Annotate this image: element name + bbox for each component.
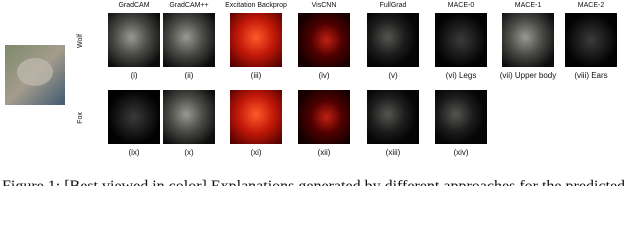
column-header: MACE-2 [578,2,605,9]
explanation-map [565,13,617,67]
figure-caption: Figure 1: [Best viewed in color] Explana… [2,178,625,186]
map-caption: (xiii) [386,148,401,157]
map-caption: (vii) Upper body [500,71,556,80]
explanation-map [435,90,487,144]
column-header: VisCNN [312,2,337,9]
explanation-map [435,13,487,67]
map-caption: (v) [388,71,398,80]
explanation-map [367,90,419,144]
explanation-map [163,90,215,144]
map-caption: (xiv) [453,148,468,157]
map-caption: (ix) [128,148,139,157]
explanation-map [230,13,282,67]
input-image-subject [17,58,53,86]
map-caption: (xii) [318,148,331,157]
map-caption: (i) [130,71,137,80]
explanation-map [298,90,350,144]
explanation-map [163,13,215,67]
column-header: MACE-0 [448,2,475,9]
map-caption: (ii) [185,71,194,80]
explanation-map [230,90,282,144]
figure: Figure 1: [Best viewed in color] Explana… [2,2,625,186]
map-caption: (viii) Ears [574,71,607,80]
explanation-map [108,90,160,144]
map-caption: (xi) [250,148,261,157]
column-header: Excitation Backprop [225,2,287,9]
explanation-map [108,13,160,67]
map-caption: (vi) Legs [446,71,477,80]
row-label: Wolf [77,34,84,48]
explanation-map [367,13,419,67]
map-caption: (x) [184,148,194,157]
column-header: GradCAM++ [169,2,208,9]
explanation-map [298,13,350,67]
explanation-map [502,13,554,67]
column-header: MACE-1 [515,2,542,9]
map-caption: (iv) [318,71,329,80]
column-header: FullGrad [380,2,407,9]
map-caption: (iii) [251,71,262,80]
column-header: GradCAM [118,2,149,9]
row-label: Fox [77,112,84,124]
